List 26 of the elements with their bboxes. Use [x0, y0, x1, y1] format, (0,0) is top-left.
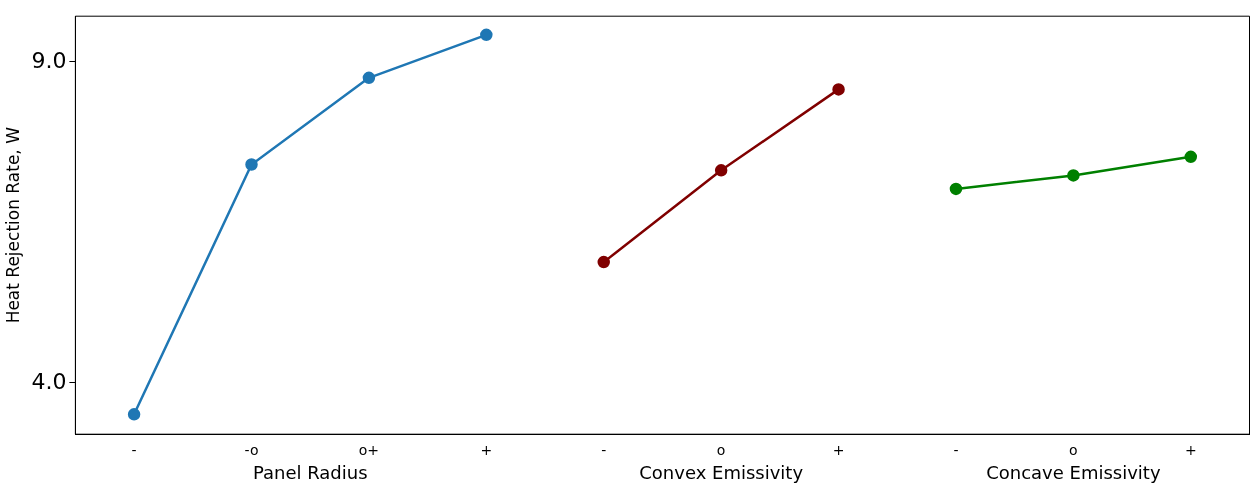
x-tick-label: -	[131, 442, 137, 459]
x-tick-label: +	[1184, 442, 1197, 459]
point	[597, 255, 610, 269]
x-tick-label: o	[716, 442, 726, 459]
x-tick-label: +	[832, 442, 845, 459]
point	[949, 182, 963, 196]
point	[1067, 169, 1080, 182]
point	[832, 83, 845, 96]
x-tick-label: -	[953, 442, 959, 459]
y-tick-label: 9.0	[31, 47, 67, 73]
y-tick-label: 4.0	[31, 368, 67, 394]
x-tick-label: -o	[244, 442, 259, 459]
point	[127, 408, 141, 421]
point	[1184, 150, 1198, 164]
point	[362, 71, 376, 85]
x-tick-label: -	[601, 442, 607, 459]
text: Convex Emissivity	[639, 461, 804, 483]
x-tick-label: +	[480, 442, 493, 459]
text: Panel Radius	[252, 461, 368, 483]
x-tick-label: o	[1069, 442, 1078, 459]
point	[714, 164, 728, 177]
text: Concave Emissivity	[986, 461, 1161, 483]
y-axis-title: Heat Rejection Rate, W	[2, 126, 23, 324]
point	[480, 28, 493, 42]
x-tick-label: o+	[358, 442, 380, 459]
point	[245, 158, 258, 171]
